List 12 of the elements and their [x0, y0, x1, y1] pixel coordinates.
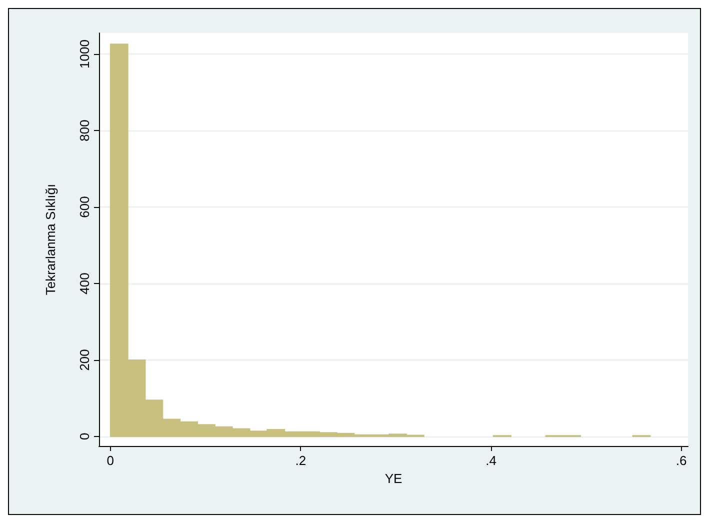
y-axis-title: Tekrarlanma Sıklığı	[43, 184, 58, 296]
y-tick-label: 800	[77, 120, 92, 142]
y-tick-label: 1000	[77, 40, 92, 68]
y-tick-label: 400	[77, 272, 92, 294]
y-tick-label: 200	[77, 349, 92, 371]
x-tick-label: 0	[106, 453, 114, 468]
y-tick-label: 600	[77, 196, 92, 218]
x-tick-label: .2	[295, 453, 306, 468]
x-tick-label: .4	[486, 453, 496, 468]
x-tick-label: .6	[676, 453, 687, 468]
x-axis-title: YE	[384, 471, 402, 486]
y-tick-label: 0	[77, 432, 92, 440]
